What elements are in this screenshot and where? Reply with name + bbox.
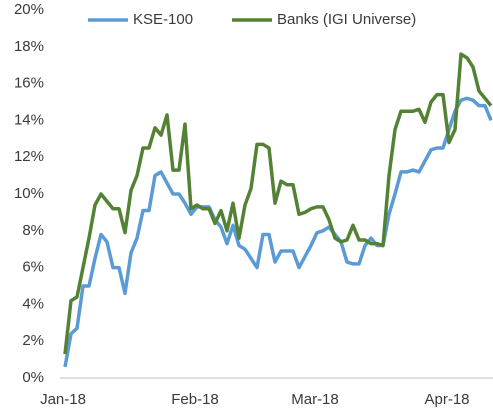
y-tick-label: 14% [14, 111, 44, 128]
legend-label: Banks (IGI Universe) [277, 11, 416, 28]
series-line [63, 96, 493, 368]
x-tick-label: Feb-18 [171, 391, 219, 408]
legend-label: KSE-100 [133, 11, 193, 28]
y-tick-label: 20% [14, 1, 44, 18]
y-tick-label: 6% [22, 259, 44, 276]
y-tick-label: 0% [22, 369, 44, 386]
y-tick-label: 10% [14, 185, 44, 202]
x-tick-label: Apr-18 [424, 391, 469, 408]
y-tick-label: 18% [14, 38, 44, 55]
y-tick-label: 16% [14, 75, 44, 92]
y-tick-label: 2% [22, 332, 44, 349]
series-line [63, 52, 493, 355]
y-tick-label: 8% [22, 222, 44, 239]
x-tick-label: Jan-18 [40, 391, 86, 408]
y-tick-label: 12% [14, 148, 44, 165]
x-tick-label: Mar-18 [291, 391, 339, 408]
y-tick-label: 4% [22, 295, 44, 312]
